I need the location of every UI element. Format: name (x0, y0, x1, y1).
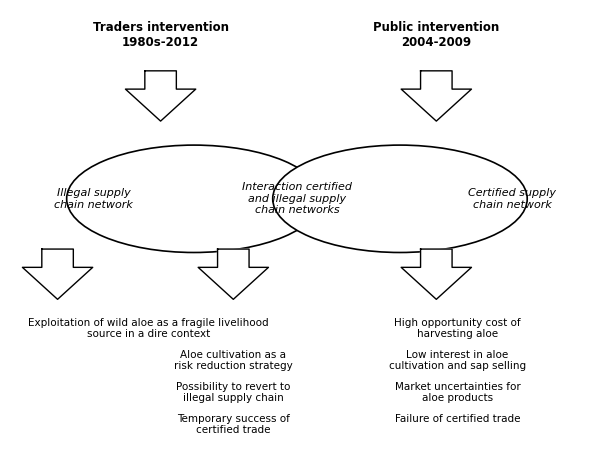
Text: Exploitation of wild aloe as a fragile livelihood
source in a dire context: Exploitation of wild aloe as a fragile l… (28, 318, 269, 339)
Polygon shape (198, 249, 268, 299)
Ellipse shape (67, 145, 321, 252)
Text: Illegal supply
chain network: Illegal supply chain network (55, 188, 133, 210)
Text: Interaction certified
and illegal supply
chain networks: Interaction certified and illegal supply… (242, 182, 352, 215)
Polygon shape (401, 71, 471, 121)
Text: Failure of certified trade: Failure of certified trade (395, 414, 521, 424)
Text: Public intervention
2004-2009: Public intervention 2004-2009 (373, 21, 499, 48)
Text: Traders intervention
1980s-2012: Traders intervention 1980s-2012 (93, 21, 228, 48)
Ellipse shape (273, 145, 527, 252)
Text: Aloe cultivation as a
risk reduction strategy: Aloe cultivation as a risk reduction str… (174, 350, 293, 371)
Text: Possibility to revert to
illegal supply chain: Possibility to revert to illegal supply … (176, 382, 290, 403)
Text: Temporary success of
certified trade: Temporary success of certified trade (177, 414, 290, 435)
Polygon shape (22, 249, 93, 299)
Polygon shape (401, 249, 471, 299)
Text: Market uncertainties for
aloe products: Market uncertainties for aloe products (395, 382, 521, 403)
Polygon shape (125, 71, 196, 121)
Text: Low interest in aloe
cultivation and sap selling: Low interest in aloe cultivation and sap… (389, 350, 526, 371)
Text: Certified supply
chain network: Certified supply chain network (468, 188, 556, 210)
Text: High opportunity cost of
harvesting aloe: High opportunity cost of harvesting aloe (395, 318, 521, 339)
